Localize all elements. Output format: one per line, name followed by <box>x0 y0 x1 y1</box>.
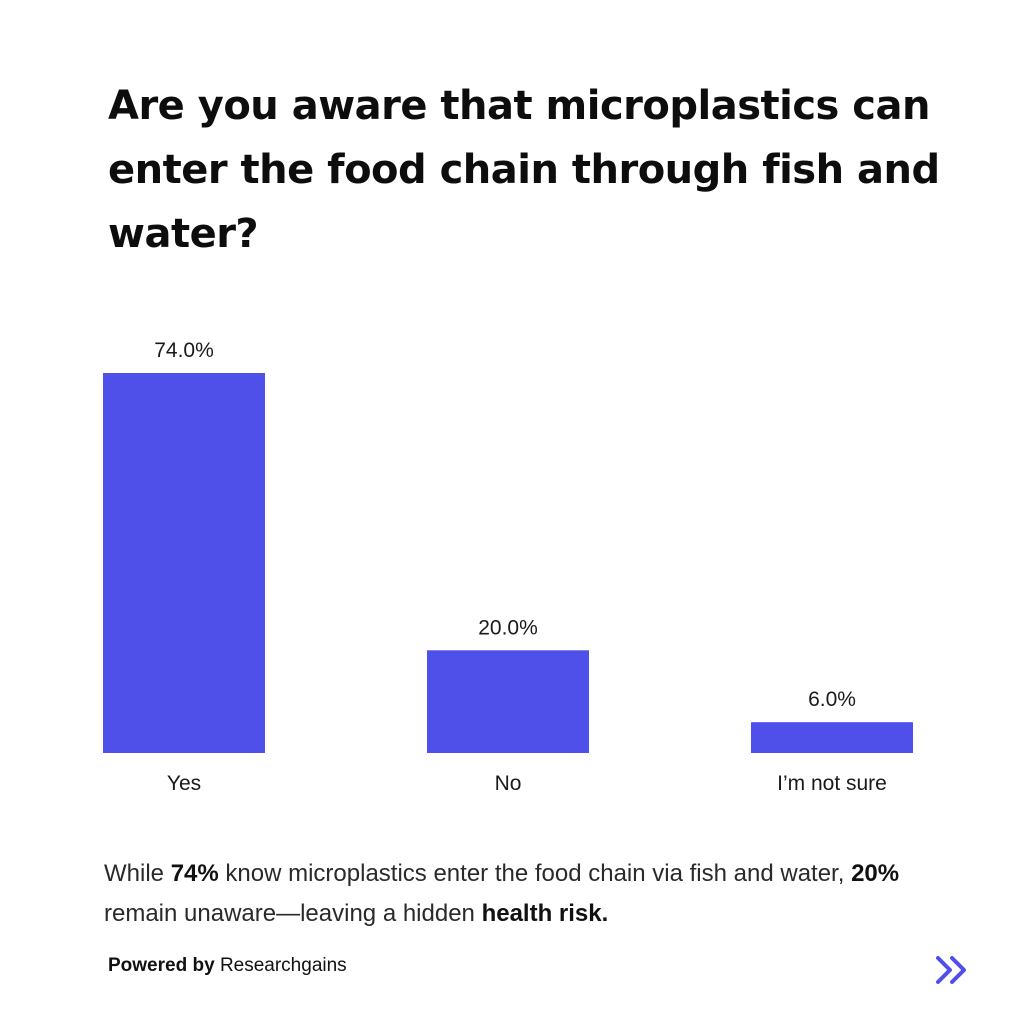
value-label-2: 6.0% <box>808 688 856 711</box>
summary-highlight-no: 20% <box>851 860 900 887</box>
bar-chart: 74.0% Yes 20.0% No 6.0% I’m not sure <box>103 339 913 795</box>
value-label-1: 20.0% <box>478 616 538 639</box>
bar-1 <box>427 650 589 753</box>
page-title: Are you aware that microplastics can ent… <box>108 83 940 257</box>
summary-text: While 74% know microplastics enter the f… <box>104 854 934 934</box>
bar-0 <box>103 373 265 753</box>
category-label-0: Yes <box>167 772 201 795</box>
summary-part-2: know microplastics enter the food chain … <box>218 860 852 887</box>
brand-name: Researchgains <box>219 955 347 976</box>
summary-part-3: remain unaware—leaving a hidden <box>104 900 482 927</box>
category-label-1: No <box>495 772 522 795</box>
double-chevron-right-icon[interactable] <box>930 950 974 990</box>
bar-2 <box>751 722 913 753</box>
footer-credit: Powered by Researchgains <box>108 955 347 977</box>
value-label-0: 74.0% <box>154 339 214 362</box>
powered-by-label: Powered by <box>108 955 215 976</box>
category-label-2: I’m not sure <box>777 772 887 795</box>
summary-part-1: While <box>104 860 171 887</box>
summary-highlight-yes: 74% <box>170 860 219 887</box>
summary-highlight-risk: health risk. <box>481 900 609 927</box>
